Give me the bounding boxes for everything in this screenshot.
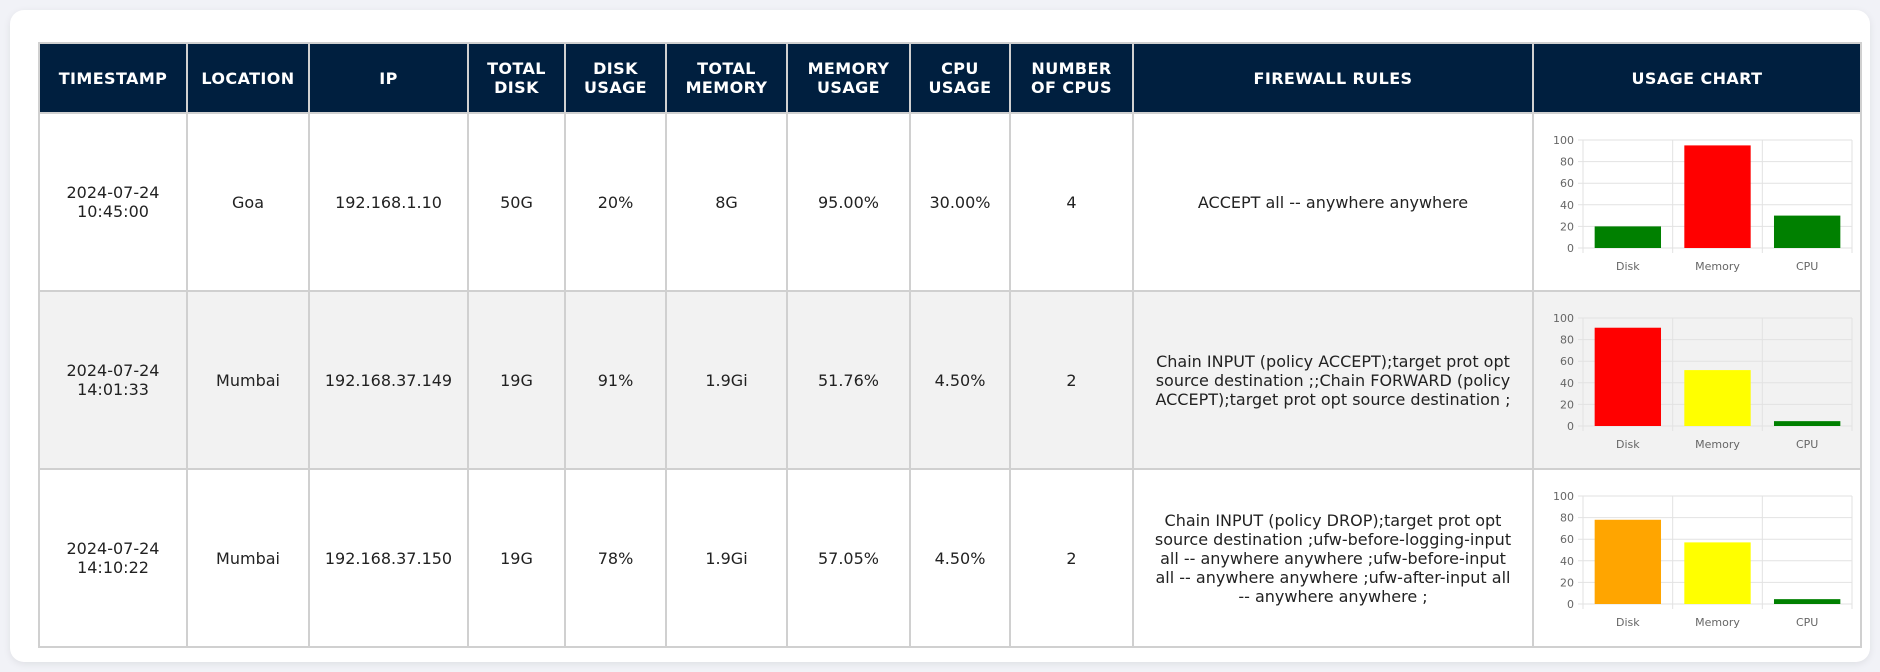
cpu-usage-cell: 30.00% [909,112,1011,292]
bar-memory [1684,542,1751,604]
ip-cell: 192.168.1.10 [308,112,469,292]
y-tick-label: 80 [1560,334,1574,347]
y-tick-label: 20 [1560,398,1574,411]
total-disk-cell: 19G [467,468,566,648]
timestamp-cell: 2024-07-24 10:45:00 [38,112,188,292]
number-of-cpus-cell: 2 [1009,468,1134,648]
bar-memory [1684,370,1751,426]
memory-usage-cell: 57.05% [786,468,911,648]
disk-usage-cell: 91% [564,290,667,470]
y-tick-label: 60 [1560,355,1574,368]
y-tick-label: 40 [1560,377,1574,390]
header-memory-usage: MEMORY USAGE [786,42,911,114]
memory-usage-cell: 51.76% [786,290,911,470]
firewall-rules-cell: Chain INPUT (policy ACCEPT);target prot … [1132,290,1534,470]
header-firewall-rules: FIREWALL RULES [1132,42,1534,114]
dashboard-card: TIMESTAMP LOCATION IP TOTAL DISK DISK USAG… [10,10,1870,662]
total-memory-cell: 1.9Gi [665,290,788,470]
total-memory-cell: 1.9Gi [665,468,788,648]
x-tick-label: CPU [1796,438,1818,451]
total-disk-cell: 50G [467,112,566,292]
y-tick-label: 40 [1560,555,1574,568]
header-ip: IP [308,42,469,114]
header-number-of-cpus: NUMBER OF CPUS [1009,42,1134,114]
cpu-usage-cell: 4.50% [909,468,1011,648]
timestamp-cell: 2024-07-24 14:01:33 [38,290,188,470]
header-disk-usage: DISK USAGE [564,42,667,114]
y-tick-label: 60 [1560,533,1574,546]
y-tick-label: 40 [1560,199,1574,212]
number-of-cpus-cell: 4 [1009,112,1134,292]
header-location: LOCATION [186,42,310,114]
header-total-memory: TOTAL MEMORY [665,42,788,114]
y-tick-label: 0 [1567,420,1574,433]
usage-chart: 0 20 40 60 80 100 Disk Memory CPU [1553,134,1853,273]
y-tick-label: 0 [1567,598,1574,611]
bar-disk [1594,327,1662,426]
y-tick-label: 0 [1567,242,1574,255]
usage-chart-cell: 0 20 40 60 80 100 Disk Memory CPU [1532,112,1862,292]
timestamp-cell: 2024-07-24 14:10:22 [38,468,188,648]
usage-chart: 0 20 40 60 80 100 Disk Memory CPU [1553,490,1853,629]
table-row: 2024-07-24 14:10:22 Mumbai 192.168.37.150… [38,468,1862,648]
header-cpu-usage: CPU USAGE [909,42,1011,114]
total-memory-cell: 8G [665,112,788,292]
y-tick-label: 60 [1560,177,1574,190]
total-disk-cell: 19G [467,290,566,470]
x-tick-label: Disk [1616,438,1640,451]
disk-usage-cell: 78% [564,468,667,648]
usage-chart-cell: 0 20 40 60 80 100 Disk Memory CPU [1532,290,1862,470]
bar-memory [1684,145,1751,248]
ip-cell: 192.168.37.149 [308,290,469,470]
location-cell: Goa [186,112,310,292]
x-tick-label: Disk [1616,616,1640,629]
table-row: 2024-07-24 10:45:00 Goa 192.168.1.10 50G … [38,112,1862,292]
firewall-rules-cell: Chain INPUT (policy DROP);target prot op… [1132,468,1534,648]
y-tick-label: 100 [1553,312,1574,325]
x-tick-label: Memory [1695,438,1740,451]
x-tick-label: Memory [1695,616,1740,629]
x-tick-label: CPU [1796,616,1818,629]
y-tick-label: 100 [1553,134,1574,147]
x-tick-label: Disk [1616,260,1640,273]
table-header-row: TIMESTAMP LOCATION IP TOTAL DISK DISK USAG… [38,42,1862,114]
cpu-usage-cell: 4.50% [909,290,1011,470]
header-usage-chart: USAGE CHART [1532,42,1862,114]
ip-cell: 192.168.37.150 [308,468,469,648]
y-tick-label: 20 [1560,576,1574,589]
x-tick-label: Memory [1695,260,1740,273]
location-cell: Mumbai [186,468,310,648]
y-tick-label: 20 [1560,220,1574,233]
table-row: 2024-07-24 14:01:33 Mumbai 192.168.37.149… [38,290,1862,470]
bar-disk [1594,519,1662,604]
x-tick-label: CPU [1796,260,1818,273]
number-of-cpus-cell: 2 [1009,290,1134,470]
server-usage-table: TIMESTAMP LOCATION IP TOTAL DISK DISK USAG… [38,42,1862,648]
y-tick-label: 80 [1560,156,1574,169]
bar-cpu [1773,421,1841,426]
bar-disk [1594,226,1662,248]
location-cell: Mumbai [186,290,310,470]
y-tick-label: 80 [1560,512,1574,525]
header-timestamp: TIMESTAMP [38,42,188,114]
header-total-disk: TOTAL DISK [467,42,566,114]
bar-cpu [1773,599,1841,604]
usage-chart: 0 20 40 60 80 100 Disk Memory CPU [1553,312,1853,451]
usage-chart-cell: 0 20 40 60 80 100 Disk Memory CPU [1532,468,1862,648]
y-tick-label: 100 [1553,490,1574,503]
firewall-rules-cell: ACCEPT all -- anywhere anywhere [1132,112,1534,292]
memory-usage-cell: 95.00% [786,112,911,292]
disk-usage-cell: 20% [564,112,667,292]
bar-cpu [1773,215,1841,248]
